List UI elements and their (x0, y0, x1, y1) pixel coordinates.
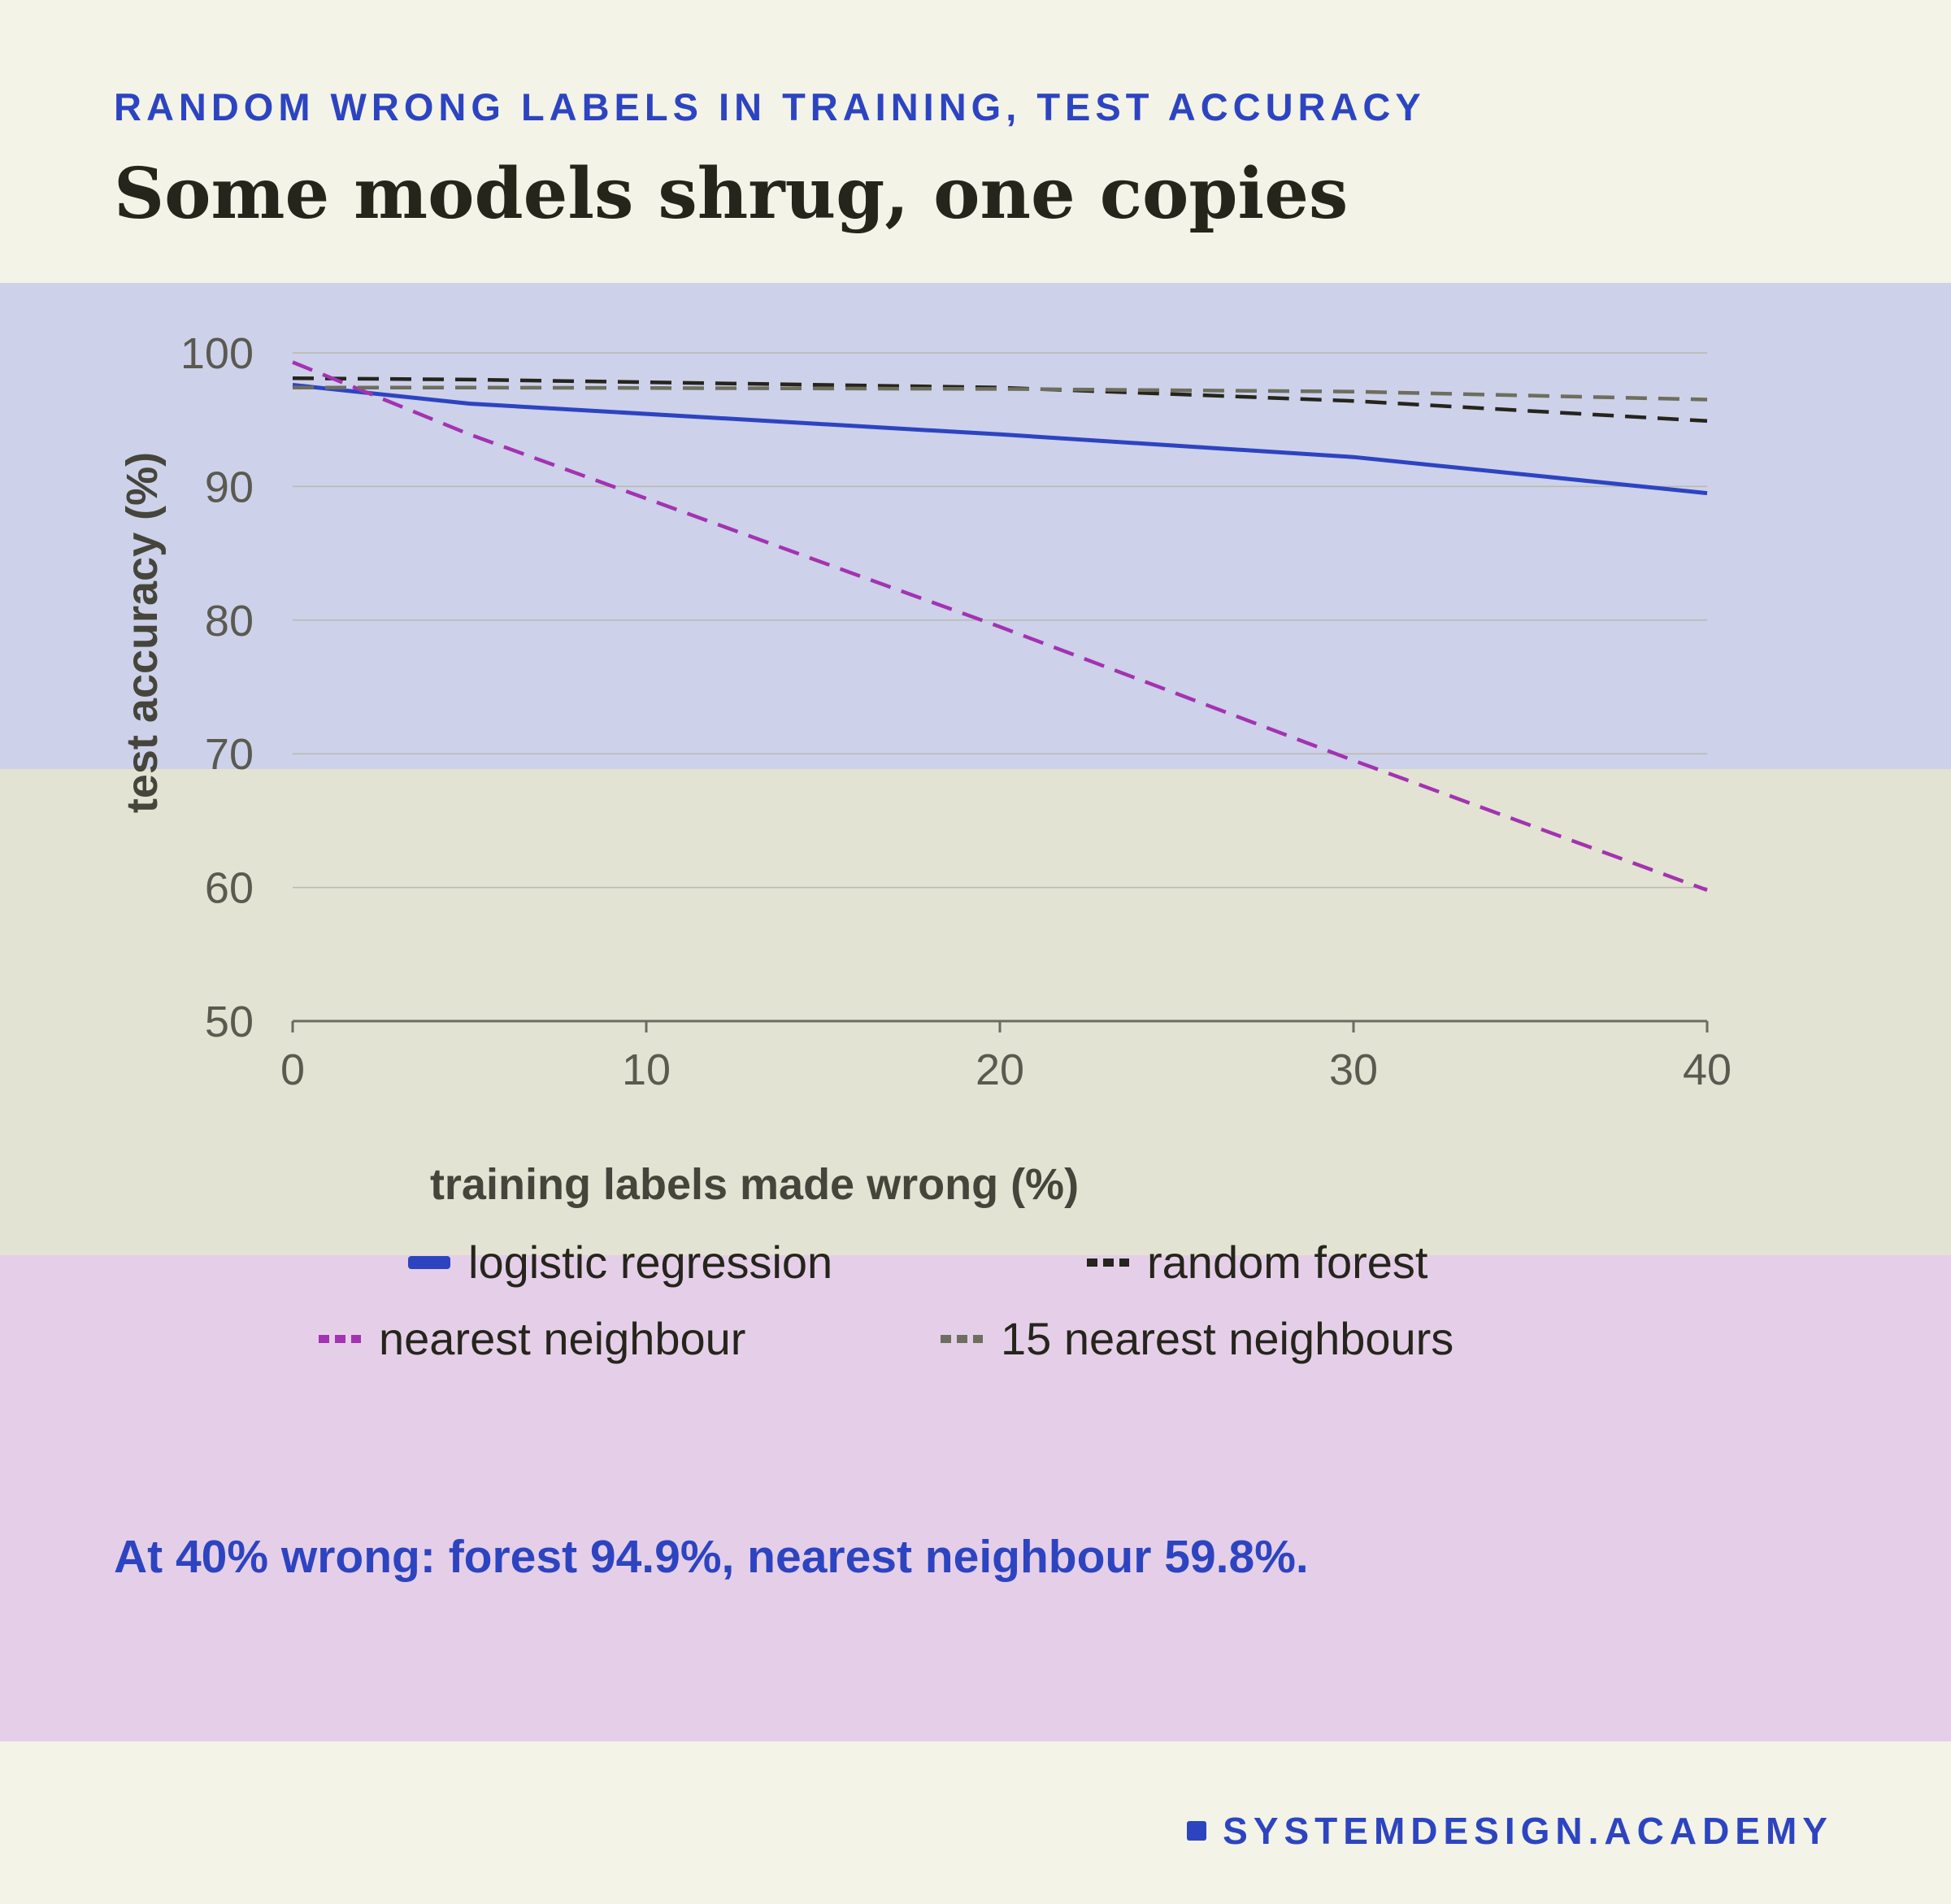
axis-layer: 50 60 70 80 90 100 0 10 20 30 40 (180, 329, 1732, 1094)
x-tick-label-20: 20 (976, 1045, 1024, 1094)
series-line-random-forest (292, 376, 1708, 424)
legend-item-15-nearest-neighbours: 15 nearest neighbours (941, 1312, 1453, 1365)
x-tick-label-10: 10 (622, 1045, 671, 1094)
background-band-top (0, 283, 1951, 769)
brand-name: SYSTEMDESIGN.ACADEMY (1223, 1810, 1833, 1852)
legend-label: logistic regression (468, 1237, 833, 1288)
brand-square-icon (1187, 1821, 1207, 1841)
legend-swatch-nearest-neighbour (319, 1334, 361, 1343)
legend-label: nearest neighbour (379, 1313, 746, 1364)
legend-item-nearest-neighbour: nearest neighbour (319, 1312, 745, 1365)
series-layer (292, 360, 1708, 893)
y-tick-label-50: 50 (205, 998, 254, 1046)
legend-label: 15 nearest neighbours (1001, 1313, 1454, 1364)
headline: Some models shrug, one copies (114, 153, 1349, 235)
series-line-logistic-regression (292, 383, 1708, 496)
x-tick-label-0: 0 (280, 1045, 305, 1094)
y-tick-label-100: 100 (180, 329, 254, 378)
y-tick-label-60: 60 (205, 864, 254, 913)
legend-swatch-logistic-regression (408, 1255, 450, 1269)
legend-swatch-15-nearest-neighbours (941, 1334, 983, 1343)
grid-layer (293, 352, 1707, 889)
y-axis-title: test accuracy (%) (118, 452, 167, 813)
callout-text: At 40% wrong: forest 94.9%, nearest neig… (114, 1531, 1309, 1583)
y-tick-label-70: 70 (205, 730, 254, 779)
x-tick-label-40: 40 (1683, 1045, 1732, 1094)
x-tick-label-30: 30 (1329, 1045, 1378, 1094)
brand-footer: SYSTEMDESIGN.ACADEMY (1187, 1809, 1833, 1853)
series-line-15-nearest-neighbours (293, 385, 1708, 402)
y-tick-label-80: 80 (205, 597, 254, 646)
x-axis-title: training labels made wrong (%) (430, 1160, 1079, 1209)
background-band-middle (0, 769, 1951, 1255)
legend-item-logistic-regression: logistic regression (408, 1236, 832, 1289)
legend-item-random-forest: random forest (1087, 1236, 1428, 1289)
legend-label: random forest (1147, 1237, 1428, 1288)
legend-swatch-random-forest (1087, 1258, 1129, 1267)
y-tick-label-90: 90 (205, 463, 254, 511)
kicker: RANDOM WRONG LABELS IN TRAINING, TEST AC… (114, 85, 1426, 128)
series-line-nearest-neighbour (292, 360, 1708, 893)
